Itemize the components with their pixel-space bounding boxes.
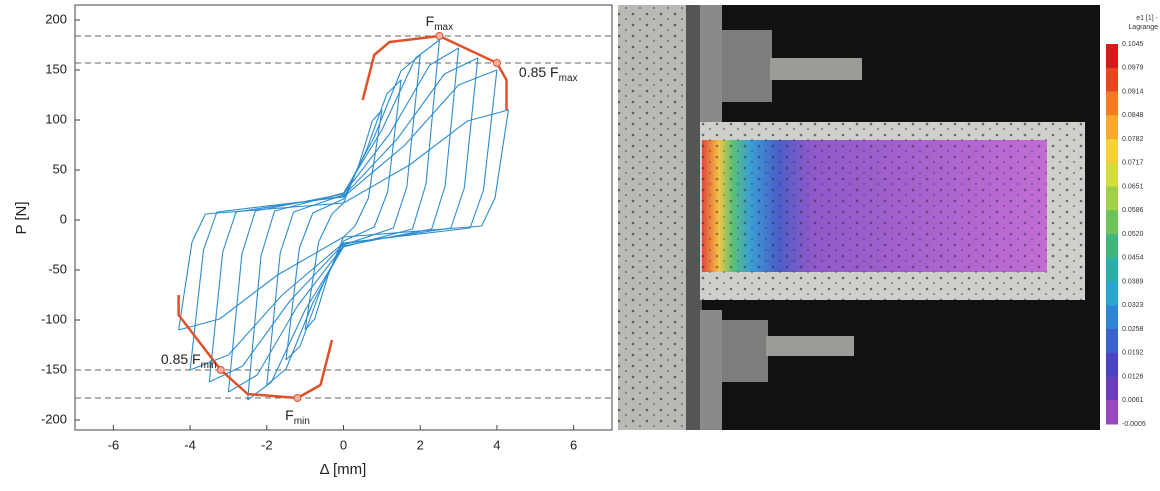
- colorbar: e1 [1] - Lagrange 0.1045 0.0979 0.0914 0.0848…: [1106, 15, 1159, 428]
- colorbar-label: 0.0717: [1122, 160, 1144, 167]
- colorbar-band: [1106, 91, 1118, 116]
- x-tick-label: -2: [261, 437, 273, 452]
- colorbar-label: 0.0258: [1122, 326, 1144, 333]
- annotation-text: F: [285, 407, 294, 423]
- x-tick-label: -6: [108, 437, 120, 452]
- marker-point: [435, 32, 444, 40]
- y-tick-label: 150: [45, 61, 67, 76]
- series-line: [177, 295, 334, 400]
- x-axis-label: Δ [mm]: [320, 461, 367, 478]
- colorbar-band: [1106, 67, 1118, 92]
- colorbar-band: [1106, 44, 1118, 69]
- colorbar-title: e1 [1] -: [1136, 15, 1158, 22]
- x-tick-label: 6: [570, 437, 577, 452]
- series-line: [189, 69, 498, 371]
- colorbar-band: [1106, 281, 1118, 306]
- y-axis-label: P [N]: [13, 201, 30, 234]
- colorbar-label: 0.0782: [1122, 136, 1144, 143]
- colorbar-title: Lagrange: [1128, 24, 1158, 31]
- y-tick-label: -200: [41, 411, 67, 426]
- annotation-subscript: min: [201, 360, 217, 371]
- colorbar-label: 0.0454: [1122, 255, 1144, 262]
- annotation-text: F: [426, 13, 435, 29]
- y-tick-label: -150: [41, 361, 67, 376]
- series-line: [247, 39, 440, 401]
- marker-point: [293, 394, 302, 402]
- annotation-subscript: max: [559, 73, 578, 84]
- series-line: [227, 47, 460, 393]
- colorbar-band: [1106, 139, 1118, 164]
- colorbar-label: 0.0586: [1122, 207, 1144, 214]
- annotation: 0.85 Fmin: [161, 351, 217, 371]
- plot-area: [75, 19, 612, 430]
- y-tick-label: 0: [60, 211, 67, 226]
- colorbar-label: 0.0061: [1122, 397, 1144, 404]
- colorbar-band: [1106, 234, 1118, 259]
- colorbar-label: 0.0126: [1122, 373, 1144, 380]
- plot-frame: [74, 4, 613, 431]
- colorbar-label: 0.0323: [1122, 302, 1144, 309]
- colorbar-band: [1106, 329, 1118, 354]
- colorbar-label: 0.0520: [1122, 231, 1144, 238]
- annotation: Fmax: [426, 13, 453, 33]
- y-tick-label: 200: [45, 11, 67, 26]
- colorbar-band: [1106, 400, 1118, 425]
- colorbar-band: [1106, 376, 1118, 401]
- annotation: 0.85 Fmax: [519, 64, 578, 84]
- annotation-subscript: min: [294, 416, 310, 427]
- colorbar-label: 0.0192: [1122, 350, 1144, 357]
- colorbar-band: [1106, 305, 1118, 330]
- y-tick-label: 50: [53, 161, 67, 176]
- colorbar-label: 0.0651: [1122, 183, 1144, 190]
- series-line: [285, 79, 402, 361]
- y-tick-label: -50: [48, 261, 67, 276]
- colorbar-band: [1106, 115, 1118, 140]
- marker-point: [216, 366, 225, 374]
- annotation: Fmin: [285, 407, 310, 427]
- photo: [618, 5, 1100, 430]
- colorbar-band: [1106, 210, 1118, 235]
- colorbar-label: 0.0848: [1122, 112, 1144, 119]
- colorbar-band: [1106, 186, 1118, 211]
- colorbar-band: [1106, 352, 1118, 377]
- x-tick-label: 2: [417, 437, 424, 452]
- y-tick-label: 100: [45, 111, 67, 126]
- marker-point: [492, 59, 501, 67]
- x-tick-label: 4: [493, 437, 500, 452]
- colorbar-label: 0.0914: [1122, 88, 1144, 95]
- series-line: [178, 109, 509, 331]
- annotation-text: 0.85 F: [161, 351, 201, 367]
- colorbar-band: [1106, 162, 1118, 187]
- x-tick-label: 0: [340, 437, 347, 452]
- y-tick-label: -100: [41, 311, 67, 326]
- x-tick-label: -4: [184, 437, 196, 452]
- colorbar-label: 0.0979: [1122, 65, 1144, 72]
- colorbar-label: -0.0005: [1122, 421, 1146, 428]
- colorbar-label: 0.0389: [1122, 278, 1144, 285]
- annotation-subscript: max: [434, 22, 453, 33]
- colorbar-band: [1106, 257, 1118, 282]
- annotation-text: 0.85 F: [519, 64, 559, 80]
- colorbar-label: 0.1045: [1122, 41, 1144, 48]
